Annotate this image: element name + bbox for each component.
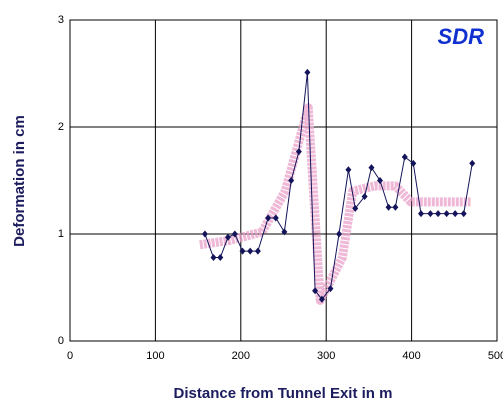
marker [361,193,368,201]
marker [318,295,325,303]
marker [336,230,343,238]
x-tick-label: 200 [232,350,250,362]
marker [352,204,359,212]
marker [452,210,459,218]
x-tick-label: 0 [67,350,73,362]
marker [312,287,319,295]
x-tick-label: 400 [402,350,420,362]
data-line [204,72,473,301]
x-tick-label: 500 [488,350,503,362]
y-axis-title: Deformation in cm [11,115,28,247]
plot-border [69,19,498,342]
marker [201,230,208,238]
y-tick-label: 0 [58,335,64,347]
y-tick-label: 3 [58,14,64,26]
marker [239,247,246,255]
marker [435,210,442,218]
marker [288,177,295,184]
marker [217,254,224,262]
x-tick-label: 100 [146,350,164,362]
marker [224,233,231,241]
marker [295,148,302,156]
marker [443,210,450,218]
x-axis-title: Distance from Tunnel Exit in m [174,385,393,402]
marker [304,68,311,76]
marker [265,214,272,222]
marker [327,285,334,293]
marker [368,164,375,172]
marker [417,210,424,218]
marker [410,159,417,167]
logo: SDR [438,24,485,49]
marker [281,228,288,236]
x-tick-label: 300 [317,350,335,362]
marker [345,166,352,174]
marker [401,153,408,161]
marker [427,210,434,218]
y-tick-label: 1 [58,228,64,240]
marker [392,203,399,211]
marker [247,247,254,255]
marker [231,230,238,238]
y-tick-label: 2 [58,121,64,133]
trend-band [199,103,471,305]
marker [460,210,467,218]
marker [469,159,476,167]
marker [254,247,261,255]
marker [385,203,392,211]
marker [272,214,279,222]
marker [210,254,217,262]
marker [377,177,384,184]
